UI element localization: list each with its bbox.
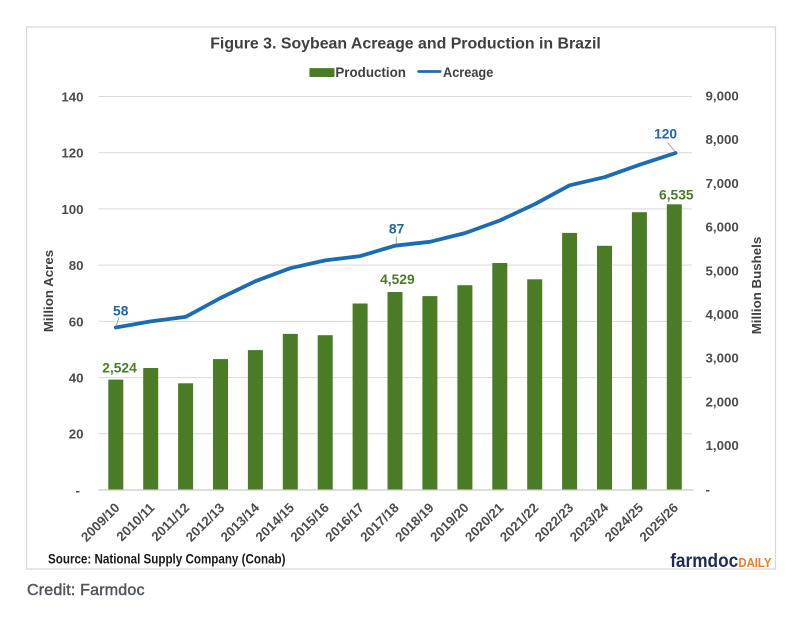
svg-text:60: 60 [69,314,84,329]
svg-text:DAILY: DAILY [738,555,771,570]
svg-text:Acreage: Acreage [443,64,493,80]
svg-text:Million Acres: Million Acres [41,250,56,332]
svg-text:140: 140 [61,89,83,104]
svg-text:farmdoc: farmdoc [670,551,738,572]
svg-text:40: 40 [69,371,84,386]
svg-text:6,000: 6,000 [706,220,739,235]
svg-text:2,524: 2,524 [102,361,137,376]
svg-text:5,000: 5,000 [706,263,739,278]
svg-text:100: 100 [61,202,83,217]
svg-text:7,000: 7,000 [706,176,739,191]
svg-text:Figure 3. Soybean Acreage and: Figure 3. Soybean Acreage and Production… [210,36,601,53]
svg-text:1,000: 1,000 [706,438,739,453]
svg-text:8,000: 8,000 [706,132,739,147]
svg-text:Million Bushels: Million Bushels [749,237,764,335]
svg-text:6,535: 6,535 [659,187,694,202]
svg-text:120: 120 [61,146,83,161]
svg-text:3,000: 3,000 [706,351,739,366]
svg-text:4,000: 4,000 [706,307,739,322]
svg-text:Credit: Farmdoc: Credit: Farmdoc [27,582,145,599]
svg-text:20: 20 [69,427,84,442]
svg-text:Production: Production [335,64,406,80]
svg-text:120: 120 [654,126,677,141]
svg-text:58: 58 [113,303,129,318]
svg-text:87: 87 [389,222,405,237]
svg-text:Source: National Supply Compan: Source: National Supply Company (Conab) [48,551,286,567]
svg-text:9,000: 9,000 [706,88,739,103]
svg-text:2,000: 2,000 [706,395,739,410]
svg-text:4,529: 4,529 [380,272,415,287]
svg-text:-: - [75,483,79,498]
svg-text:80: 80 [69,258,84,273]
svg-text:-: - [706,482,710,497]
